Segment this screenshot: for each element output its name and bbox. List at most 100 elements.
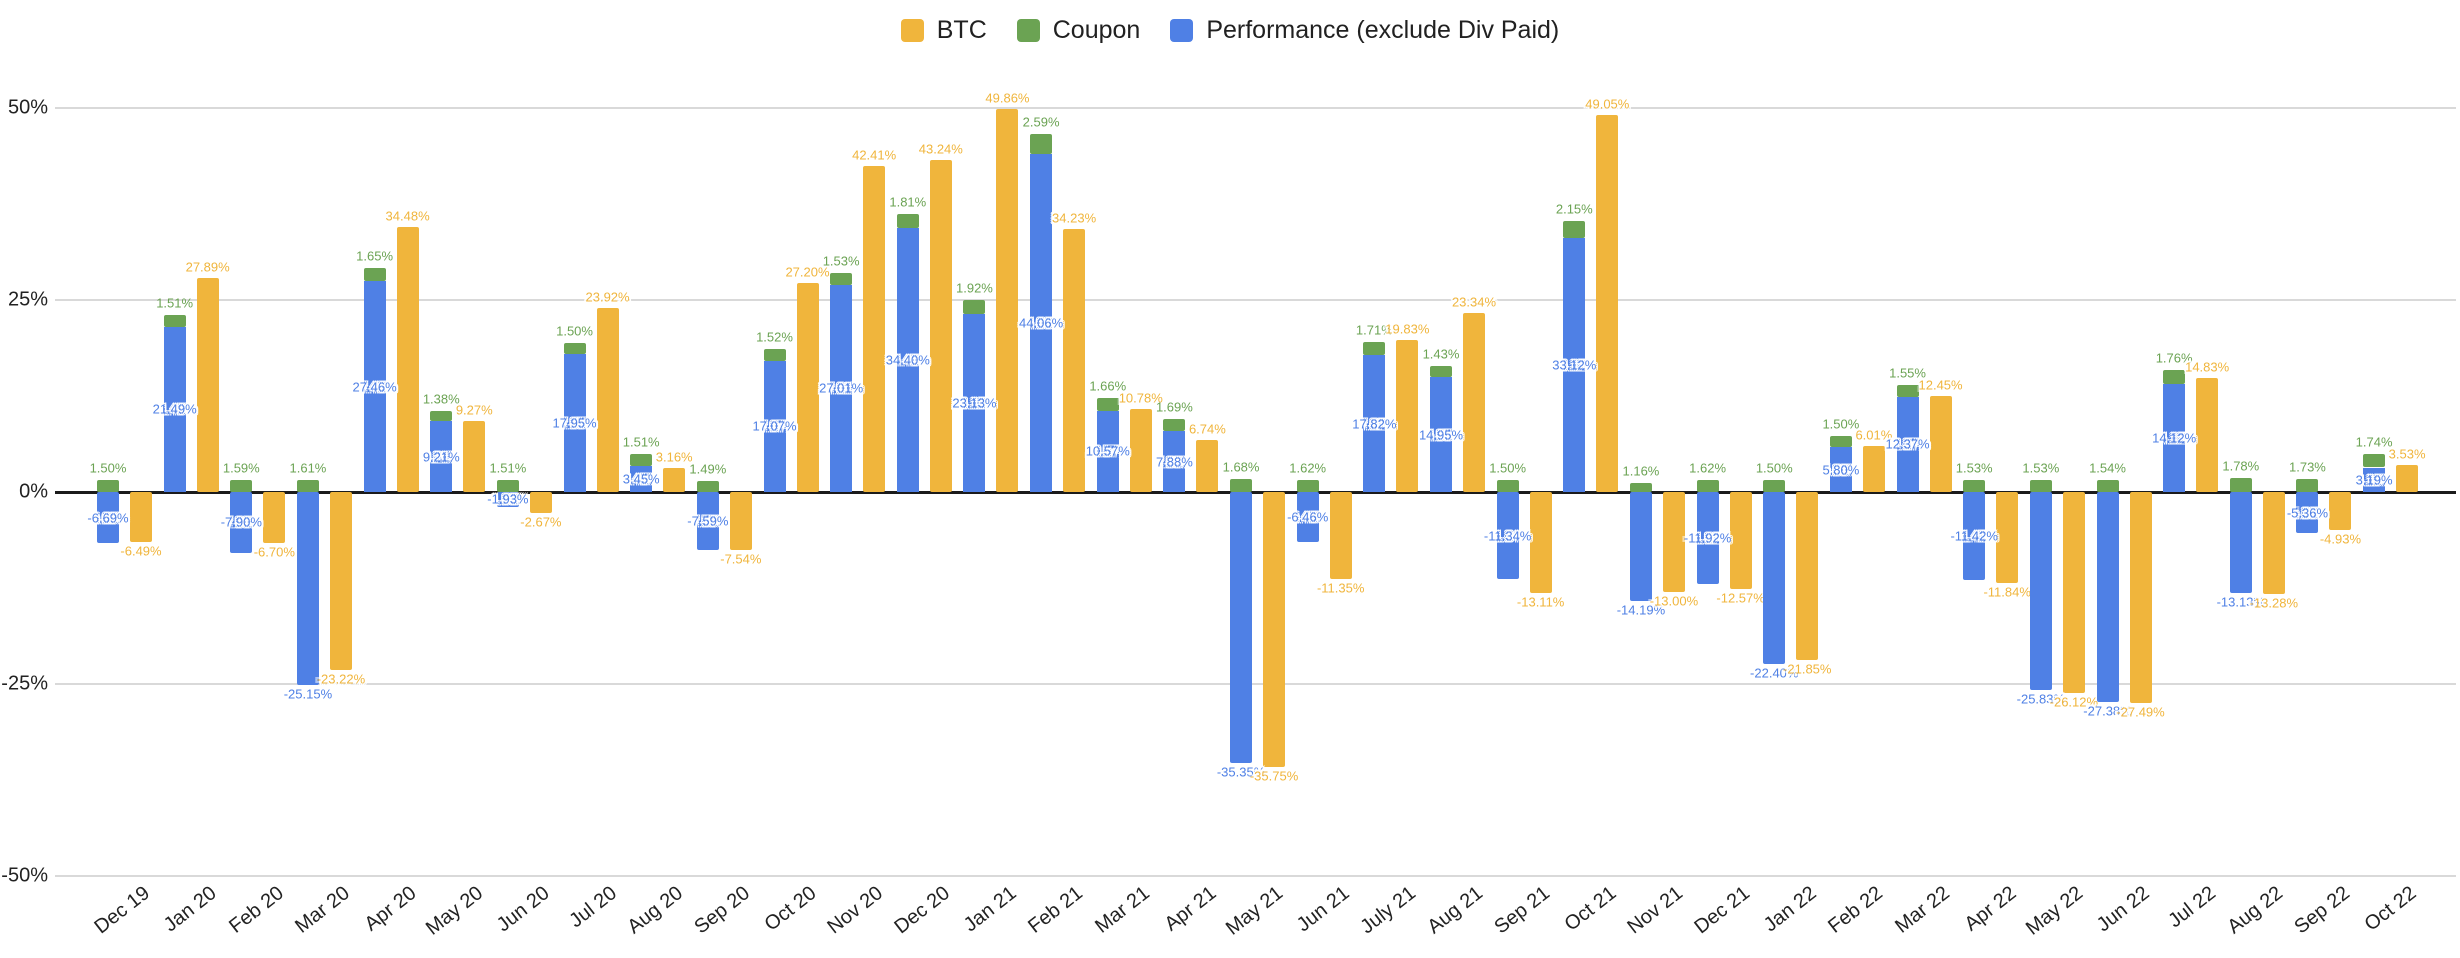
bar-btc-19[interactable]	[1396, 339, 1419, 492]
bar-btc-12[interactable]	[929, 159, 952, 492]
bar-coupon-6[interactable]	[496, 480, 519, 492]
bar-btc-30[interactable]	[2129, 492, 2152, 704]
bar-coupon-1[interactable]	[163, 315, 186, 327]
bar-coupon-20[interactable]	[1430, 366, 1452, 378]
bar-performance-21[interactable]	[1496, 492, 1519, 580]
bar-btc-29[interactable]	[2062, 492, 2085, 693]
bar-performance-3[interactable]	[296, 492, 319, 686]
bar-performance-31[interactable]	[2163, 383, 2186, 492]
bar-performance-8[interactable]	[630, 465, 653, 492]
bar-coupon-4[interactable]	[363, 268, 386, 282]
bar-performance-12[interactable]	[896, 227, 919, 492]
bar-coupon-17[interactable]	[1230, 479, 1253, 492]
bar-btc-6[interactable]	[529, 492, 552, 513]
bar-btc-27[interactable]	[1929, 396, 1952, 492]
bar-performance-10[interactable]	[763, 360, 786, 492]
bar-performance-26[interactable]	[1829, 447, 1852, 492]
bar-performance-19[interactable]	[1363, 355, 1386, 492]
bar-btc-17[interactable]	[1263, 492, 1286, 767]
bar-btc-25[interactable]	[1796, 492, 1819, 660]
legend-item-coupon[interactable]: Coupon	[1016, 16, 1140, 45]
bar-performance-27[interactable]	[1896, 396, 1919, 492]
bar-btc-2[interactable]	[263, 492, 286, 544]
bar-btc-0[interactable]	[130, 492, 152, 542]
bar-performance-5[interactable]	[430, 421, 453, 492]
bar-btc-10[interactable]	[796, 283, 819, 492]
bar-performance-6[interactable]	[496, 492, 519, 507]
bar-btc-18[interactable]	[1329, 492, 1352, 580]
bar-btc-24[interactable]	[1729, 492, 1752, 589]
bar-performance-30[interactable]	[2096, 492, 2119, 703]
bar-btc-7[interactable]	[596, 308, 619, 492]
bar-performance-28[interactable]	[1963, 492, 1986, 580]
bar-coupon-13[interactable]	[963, 299, 986, 315]
bar-coupon-16[interactable]	[1163, 418, 1186, 432]
legend-item-performance[interactable]: Performance (exclude Div Paid)	[1170, 16, 1559, 45]
bar-performance-4[interactable]	[363, 281, 386, 492]
bar-performance-0[interactable]	[97, 492, 119, 544]
bar-btc-33[interactable]	[2329, 492, 2352, 530]
bar-performance-15[interactable]	[1096, 410, 1119, 492]
bar-btc-8[interactable]	[663, 467, 686, 492]
bar-coupon-7[interactable]	[563, 342, 586, 355]
bar-btc-21[interactable]	[1529, 492, 1552, 593]
bar-coupon-10[interactable]	[763, 349, 786, 361]
bar-coupon-3[interactable]	[296, 479, 319, 492]
bar-coupon-32[interactable]	[2229, 478, 2252, 492]
bar-coupon-14[interactable]	[1030, 133, 1053, 154]
bar-performance-16[interactable]	[1163, 431, 1186, 492]
bar-coupon-33[interactable]	[2296, 478, 2319, 492]
bar-coupon-24[interactable]	[1696, 479, 1719, 492]
bar-performance-9[interactable]	[696, 492, 719, 551]
bar-coupon-31[interactable]	[2163, 370, 2186, 384]
bar-coupon-29[interactable]	[2029, 480, 2052, 492]
bar-btc-15[interactable]	[1129, 409, 1152, 492]
bar-performance-7[interactable]	[563, 354, 586, 492]
bar-performance-25[interactable]	[1763, 492, 1786, 665]
bar-btc-4[interactable]	[396, 227, 419, 492]
bar-btc-14[interactable]	[1063, 229, 1086, 492]
bar-performance-18[interactable]	[1296, 492, 1319, 542]
bar-btc-13[interactable]	[996, 109, 1019, 492]
bar-performance-29[interactable]	[2029, 492, 2052, 691]
bar-coupon-34[interactable]	[2363, 454, 2386, 468]
bar-coupon-21[interactable]	[1496, 480, 1519, 492]
bar-btc-20[interactable]	[1463, 312, 1485, 492]
bar-btc-1[interactable]	[196, 277, 219, 492]
bar-coupon-22[interactable]	[1563, 221, 1586, 238]
bar-btc-23[interactable]	[1662, 492, 1685, 592]
bar-coupon-18[interactable]	[1296, 479, 1319, 492]
bar-coupon-12[interactable]	[896, 213, 919, 228]
bar-coupon-9[interactable]	[696, 480, 719, 492]
bar-performance-20[interactable]	[1430, 377, 1452, 492]
bar-coupon-30[interactable]	[2096, 480, 2119, 492]
bar-performance-32[interactable]	[2229, 492, 2252, 593]
bar-performance-24[interactable]	[1696, 492, 1719, 584]
bar-btc-32[interactable]	[2262, 492, 2285, 594]
bar-performance-17[interactable]	[1230, 492, 1253, 764]
bar-performance-34[interactable]	[2363, 467, 2386, 492]
legend-item-btc[interactable]: BTC	[900, 16, 987, 45]
bar-coupon-28[interactable]	[1963, 480, 1986, 492]
bar-btc-22[interactable]	[1596, 115, 1619, 492]
bar-coupon-26[interactable]	[1829, 435, 1852, 448]
bar-performance-2[interactable]	[230, 492, 253, 553]
bar-coupon-27[interactable]	[1896, 385, 1919, 397]
bar-btc-16[interactable]	[1196, 440, 1219, 492]
bar-btc-31[interactable]	[2196, 378, 2219, 492]
bar-coupon-11[interactable]	[830, 272, 853, 285]
bar-coupon-2[interactable]	[230, 479, 253, 492]
bar-coupon-5[interactable]	[430, 410, 453, 422]
bar-btc-3[interactable]	[329, 492, 352, 671]
bar-coupon-19[interactable]	[1363, 342, 1386, 356]
bar-performance-11[interactable]	[830, 284, 853, 492]
bar-btc-34[interactable]	[2396, 464, 2419, 492]
bar-performance-23[interactable]	[1629, 492, 1652, 601]
bar-coupon-0[interactable]	[97, 480, 119, 492]
bar-btc-5[interactable]	[463, 420, 486, 492]
bar-btc-11[interactable]	[863, 166, 886, 492]
bar-performance-1[interactable]	[163, 326, 186, 492]
bar-performance-22[interactable]	[1563, 237, 1586, 492]
bar-btc-26[interactable]	[1862, 445, 1885, 492]
bar-performance-13[interactable]	[963, 314, 986, 492]
